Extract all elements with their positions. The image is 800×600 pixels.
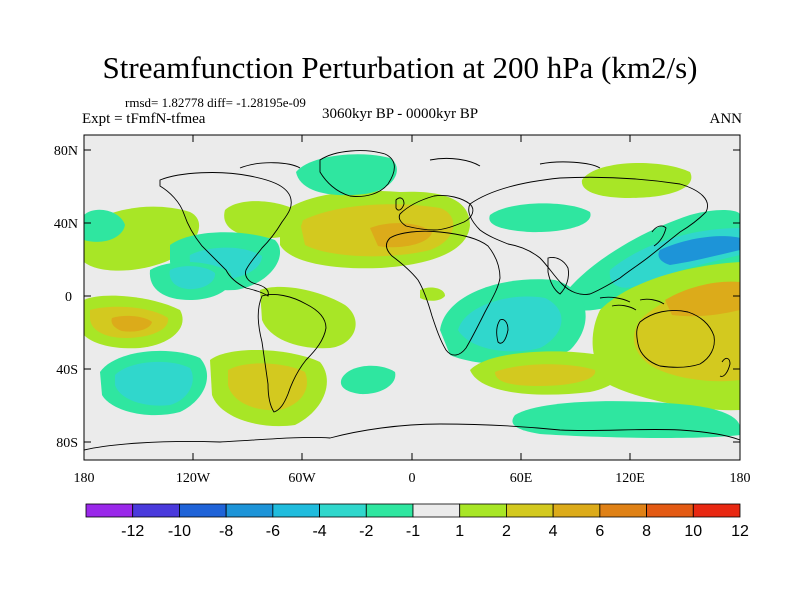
lon-label-0: 0	[409, 471, 416, 486]
stats-line: rmsd= 1.82778 diff= -1.28195e-09	[125, 95, 306, 110]
colorbar-box-2	[179, 503, 227, 518]
contour-positive-spacific-east-2	[228, 363, 308, 411]
contour-negative-wpacific	[84, 209, 125, 242]
coast-arctic	[239, 157, 601, 169]
colorbar-label-3: -6	[266, 523, 280, 540]
colorbar-box-9	[506, 503, 554, 518]
colorbar-label-6: -1	[406, 523, 420, 540]
contour-positive-nasia	[581, 162, 692, 198]
coast-uk	[395, 197, 405, 211]
colorbar	[85, 503, 741, 518]
coast-antarctica	[84, 423, 740, 451]
coast-asia	[468, 176, 708, 295]
lat-label-40s: 40S	[56, 363, 78, 378]
colorbar-box-1	[132, 503, 180, 518]
contour-negative-tpacific-2	[169, 266, 216, 290]
colorbar-label-2: -8	[219, 523, 233, 540]
contour-positive-wspacific-3	[111, 315, 152, 332]
lon-label-120e: 120E	[615, 471, 645, 486]
lat-label-0: 0	[65, 290, 72, 305]
colorbar-box-8	[459, 503, 507, 518]
colorbar-box-4	[272, 503, 320, 518]
contour-negative-greenland	[296, 154, 397, 196]
coast-new-zealand	[719, 357, 731, 377]
colorbar-box-12	[646, 503, 694, 518]
lon-label-60w: 60W	[288, 471, 316, 486]
lat-label-40n: 40N	[54, 217, 78, 232]
lat-ticks	[84, 149, 740, 443]
colorbar-label-10: 6	[595, 523, 604, 540]
coast-indonesia	[599, 296, 665, 311]
contour-positive-europe-3	[370, 223, 432, 248]
colorbar-label-1: -10	[168, 523, 191, 540]
colorbar-label-9: 4	[549, 523, 558, 540]
coast-europe	[398, 195, 474, 231]
season-label: ANN	[709, 111, 743, 127]
contour-positive-australia-3	[665, 281, 740, 317]
coast-north-america	[159, 172, 292, 297]
lat-label-80s: 80S	[56, 436, 78, 451]
contour-field	[84, 150, 740, 451]
contour-negative-indian-2	[458, 296, 562, 352]
colorbar-box-11	[599, 503, 647, 518]
coast-africa	[385, 230, 501, 356]
coast-australia	[636, 310, 715, 368]
colorbar-label-12: 10	[684, 523, 702, 540]
colorbar-label-13: 12	[731, 523, 749, 540]
coast-greenland	[319, 150, 395, 197]
colorbar-label-11: 8	[642, 523, 651, 540]
lon-label-120w: 120W	[176, 471, 211, 486]
colorbar-labels: -12 -10 -8 -6 -4 -2 -1 1 2 4 6 8 10 12	[121, 523, 749, 540]
colorbar-box-0	[85, 503, 134, 518]
coast-south-america	[257, 293, 327, 413]
coast-india	[547, 257, 569, 295]
colorbar-box-13	[692, 503, 741, 518]
contour-positive-sindian-2	[495, 364, 596, 386]
colorbar-box-7	[412, 503, 461, 518]
lon-label-180e: 180	[730, 471, 751, 486]
colorbar-box-3	[225, 503, 274, 518]
contour-negative-southern	[512, 401, 740, 438]
experiment-label: Expt = tFmfN-tfmea	[82, 111, 206, 127]
colorbar-box-5	[319, 503, 367, 518]
map-title: Streamfunction Perturbation at 200 hPa (…	[102, 50, 698, 85]
coast-madagascar	[496, 319, 509, 344]
contour-negative-satlantic	[340, 365, 396, 395]
lon-label-180w: 180	[74, 471, 95, 486]
colorbar-label-7: 1	[455, 523, 464, 540]
colorbar-box-10	[552, 503, 601, 518]
period-label: 3060kyr BP - 0000kyr BP	[322, 106, 479, 122]
contour-negative-asia-band-3	[658, 236, 740, 265]
contour-negative-spacific-2	[115, 361, 193, 406]
colorbar-label-8: 2	[502, 523, 511, 540]
coastlines	[84, 150, 740, 451]
lon-ticks	[192, 135, 631, 460]
contour-positive-namerica	[224, 201, 303, 239]
lon-label-60e: 60E	[510, 471, 533, 486]
contour-positive-samerica	[260, 286, 356, 349]
lat-label-80n: 80N	[54, 144, 78, 159]
coast-japan	[651, 225, 667, 247]
colorbar-label-5: -2	[359, 523, 373, 540]
colorbar-box-6	[365, 503, 414, 518]
contour-negative-nasia	[489, 203, 591, 233]
colorbar-label-0: -12	[121, 523, 144, 540]
colorbar-label-4: -4	[312, 523, 326, 540]
